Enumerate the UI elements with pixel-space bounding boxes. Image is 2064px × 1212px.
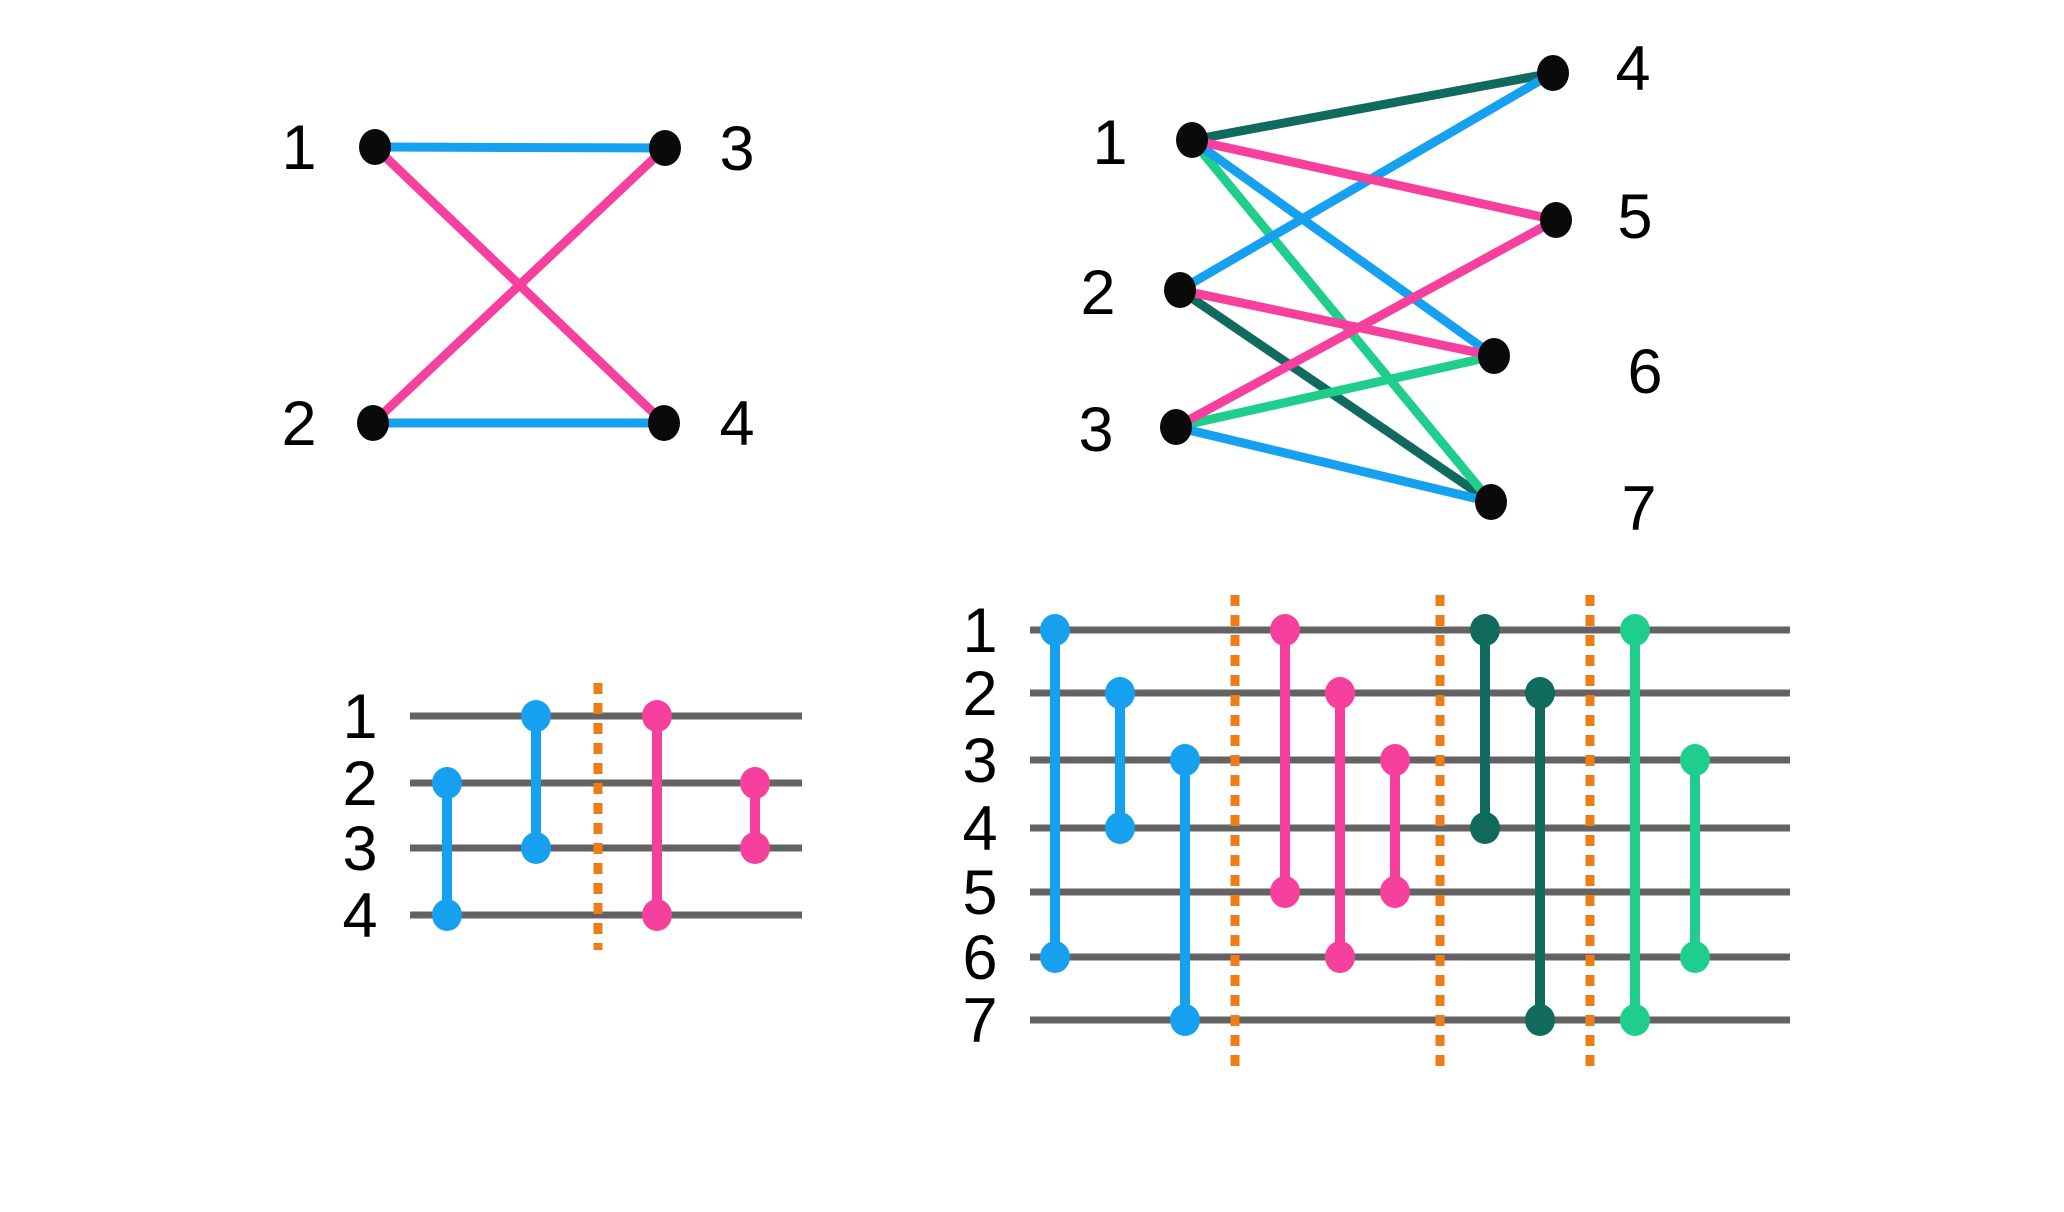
graph-edge-2-6-pink	[1179, 285, 1495, 361]
graph-edge-3-7-blue	[1174, 422, 1493, 507]
wire-label-4: 4	[962, 794, 997, 864]
graph-node-2	[357, 405, 389, 441]
graph-edge-3-6-green	[1175, 351, 1495, 432]
graph-node-label-7: 7	[1621, 474, 1656, 544]
graph-node-3	[649, 130, 681, 166]
segment-endpoint-dot	[1105, 812, 1135, 844]
graph-node-label-4: 4	[1615, 34, 1650, 104]
graph-edge-1-6-blue	[1189, 136, 1497, 360]
wire-label-6: 6	[962, 923, 997, 993]
graph-node-7	[1475, 484, 1507, 520]
segment-endpoint-dot	[1040, 941, 1070, 973]
bipartite-graph-panel: 1 2 3 4 5 6 7	[1078, 34, 1662, 544]
segment-endpoint-dot	[1680, 744, 1710, 776]
segment-endpoint-dot	[1040, 614, 1070, 646]
graph-node-3	[1160, 409, 1192, 445]
segment-endpoint-dot	[642, 700, 672, 732]
wire-label-1: 1	[962, 596, 997, 666]
wire-label-2: 2	[962, 659, 997, 729]
wire-label-3: 3	[962, 726, 997, 796]
graph-node-2	[1164, 272, 1196, 308]
segment-endpoint-dot	[1525, 677, 1555, 709]
wire-label-4: 4	[342, 881, 377, 951]
segment-endpoint-dot	[1380, 876, 1410, 908]
graph-node-label-1: 1	[1092, 108, 1127, 178]
segment-endpoint-dot	[1525, 1004, 1555, 1036]
graph-node-label-2: 2	[1080, 258, 1115, 328]
graph-node-1	[1176, 122, 1208, 158]
segment-endpoint-dot	[521, 700, 551, 732]
segment-endpoint-dot	[1380, 744, 1410, 776]
graph-node-label-1: 1	[281, 113, 316, 183]
graph-node-1	[359, 129, 391, 165]
graph-node-label-5: 5	[1617, 182, 1652, 252]
graph-node-5	[1540, 202, 1572, 238]
segment-endpoint-dot	[1470, 812, 1500, 844]
segment-endpoint-dot	[1470, 614, 1500, 646]
wire-label-2: 2	[342, 749, 377, 819]
segment-endpoint-dot	[1325, 677, 1355, 709]
segment-endpoint-dot	[1620, 614, 1650, 646]
graph-node-label-3: 3	[719, 114, 754, 184]
wire-label-5: 5	[962, 858, 997, 928]
graph-edge-1-3-blue	[374, 142, 666, 153]
segment-endpoint-dot	[1680, 941, 1710, 973]
segment-endpoint-dot	[1105, 677, 1135, 709]
graph-node-label-2: 2	[281, 389, 316, 459]
graph-edge-3-5-pink	[1173, 216, 1559, 431]
graph-edge-1-4-teal	[1191, 68, 1554, 145]
segment-endpoint-dot	[1620, 1004, 1650, 1036]
graph-node-label-4: 4	[719, 389, 754, 459]
segment-endpoint-dot	[1270, 614, 1300, 646]
graph-node-label-6: 6	[1627, 337, 1662, 407]
segment-endpoint-dot	[432, 899, 462, 931]
wire-label-7: 7	[962, 986, 997, 1056]
segment-endpoint-dot	[1270, 876, 1300, 908]
segment-endpoint-dot	[521, 832, 551, 864]
graph-edge-2-7-teal	[1177, 286, 1494, 506]
wire-label-3: 3	[342, 814, 377, 884]
segment-endpoint-dot	[642, 899, 672, 931]
graph-node-6	[1478, 338, 1510, 374]
wire-label-1: 1	[342, 682, 377, 752]
graph-node-4	[648, 405, 680, 441]
graph-node-label-3: 3	[1078, 395, 1113, 465]
segment-endpoint-dot	[1325, 941, 1355, 973]
graph-node-4	[1537, 55, 1569, 91]
graph-edge-2-3-pink	[369, 144, 669, 427]
simple-graph-panel: 1 2 3 4	[281, 113, 754, 459]
segment-endpoint-dot	[740, 767, 770, 799]
graph-edge-1-5-pink	[1191, 135, 1557, 225]
segment-endpoint-dot	[1170, 1004, 1200, 1036]
segment-endpoint-dot	[740, 832, 770, 864]
segment-endpoint-dot	[1170, 744, 1200, 776]
segment-endpoint-dot	[432, 767, 462, 799]
